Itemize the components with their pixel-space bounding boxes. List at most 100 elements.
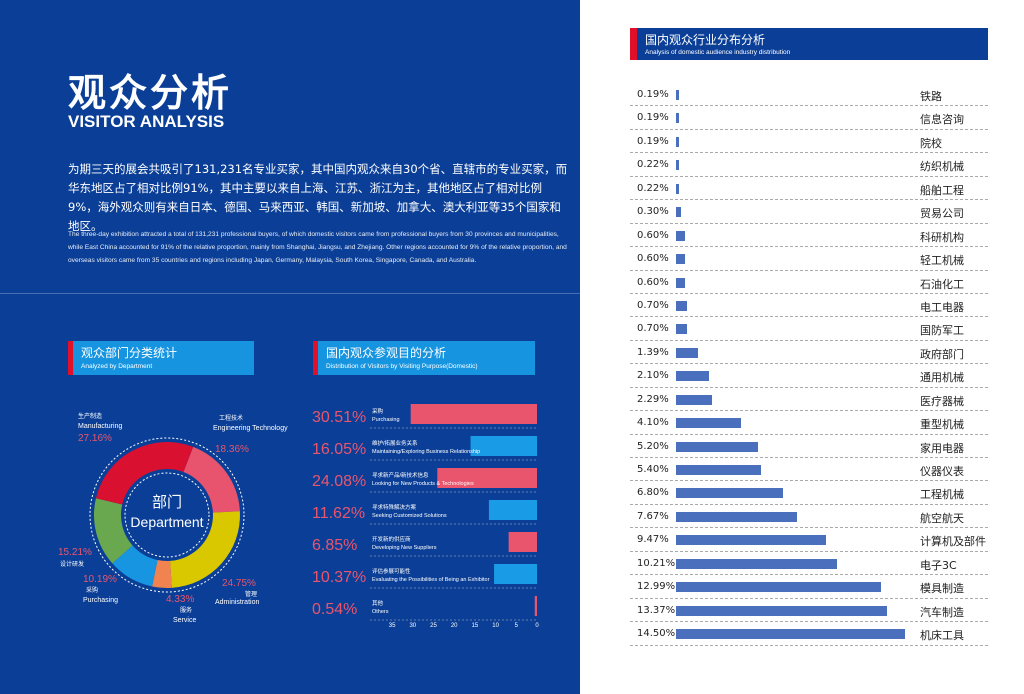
purpose-chart-header: 国内观众参观目的分析 Distribution of Visitors by V… (313, 341, 535, 375)
purpose-label-cn: 采购 (372, 407, 384, 415)
industry-bar (676, 183, 680, 194)
purpose-label-cn: 寻求新产品/新技术信息 (372, 471, 429, 479)
industry-bar (676, 394, 713, 405)
industry-row: 0.60% 科研机构 (630, 224, 988, 248)
industry-name: 航空航天 (920, 511, 964, 525)
industry-name: 电工电器 (920, 300, 964, 314)
industry-row: 0.19% 院校 (630, 130, 988, 154)
divider (0, 293, 580, 294)
industry-bar (676, 230, 686, 241)
donut-slice (183, 446, 240, 513)
intro-text-en: The three-day exhibition attracted a tot… (68, 231, 567, 264)
industry-row: 0.30% 贸易公司 (630, 200, 988, 224)
industry-row: 14.50% 机床工具 (630, 622, 988, 646)
industry-value: 0.22% (637, 182, 669, 194)
page-title: 观众分析 (68, 71, 233, 115)
department-chart-header: 观众部门分类统计 Analyzed by Department (68, 341, 254, 375)
industry-bar (676, 605, 888, 616)
intro-text-cn: 为期三天的展会共吸引了131,231名专业买家，其中国内观众来自30个省、直辖市… (68, 162, 568, 233)
industry-row: 0.70% 国防军工 (630, 317, 988, 341)
industry-bar (676, 488, 784, 499)
slice-percent-label: 15.21% (58, 547, 92, 558)
donut-slice (94, 498, 133, 564)
slice-label-cn: 采购 (86, 586, 98, 594)
industry-name: 电子3C (920, 558, 957, 572)
slice-label-cn: 服务 (180, 606, 192, 614)
industry-row: 10.21% 电子3C (630, 552, 988, 576)
industry-name: 纺织机械 (920, 160, 964, 174)
purpose-label-en: Purchasing (372, 417, 400, 423)
industry-value: 0.60% (637, 276, 669, 288)
industry-value: 2.29% (637, 393, 669, 405)
industry-row: 5.40% 仪器仪表 (630, 458, 988, 482)
industry-row: 0.22% 纺织机械 (630, 153, 988, 177)
purpose-label-cn: 寻求特殊解决方案 (372, 503, 417, 511)
industry-bar (676, 254, 686, 265)
industry-row: 6.80% 工程机械 (630, 481, 988, 505)
industry-value: 0.30% (637, 206, 669, 218)
industry-bar (676, 113, 679, 124)
purpose-label-en: Looking for New Products & Technologies (372, 481, 474, 487)
slice-label-en: Service (173, 617, 196, 624)
industry-name: 模具制造 (920, 582, 964, 596)
axis-tick-label: 10 (492, 623, 499, 629)
industry-value: 5.40% (637, 464, 669, 475)
donut-slice (112, 545, 158, 587)
page-subtitle: VISITOR ANALYSIS (68, 112, 225, 131)
industry-value: 0.70% (637, 323, 669, 335)
industry-row: 0.19% 铁路 (630, 83, 988, 107)
industry-chart-header: 国内观众行业分布分析 Analysis of domestic audience… (630, 28, 988, 60)
axis-tick-label: 30 (409, 623, 416, 629)
industry-name: 汽车制造 (920, 605, 964, 619)
industry-bar (676, 90, 679, 100)
slice-label-cn: 设计研发 (60, 560, 84, 568)
purpose-percent-label: 16.05% (312, 441, 366, 458)
purpose-label-en: Seeking Customized Solutions (372, 513, 447, 519)
industry-bar (676, 136, 679, 147)
purpose-percent-label: 30.51% (312, 409, 366, 426)
industry-bar (676, 629, 906, 640)
slice-percent-label: 4.33% (166, 594, 194, 605)
industry-bar (676, 582, 882, 593)
purpose-label-cn: 评估参展可能性 (372, 567, 411, 575)
industry-row: 0.22% 船舶工程 (630, 177, 988, 201)
purpose-bar (488, 500, 537, 520)
slice-label-en: Manufacturing (78, 423, 122, 430)
purpose-bar (508, 532, 537, 552)
purpose-percent-label: 10.37% (312, 569, 366, 586)
industry-row: 5.20% 家用电器 (630, 435, 988, 458)
industry-bar (676, 465, 762, 475)
department-donut-chart: 部门 Department 18.36% 工程技术 Engineering Techno… (58, 412, 288, 624)
purpose-percent-label: 0.54% (312, 601, 357, 618)
purpose-bar (437, 468, 537, 488)
industry-value: 14.50% (637, 628, 676, 640)
industry-bar (676, 324, 688, 335)
purpose-label-en: Others (372, 609, 389, 615)
industry-value: 0.19% (637, 112, 669, 124)
industry-value: 2.10% (637, 370, 669, 382)
slice-percent-label: 27.16% (78, 433, 112, 444)
purpose-label-en: Developing New Suppliers (372, 545, 437, 551)
industry-value: 9.47% (637, 534, 669, 546)
donut-slice (170, 511, 240, 588)
industry-value: 0.22% (637, 159, 669, 171)
industry-row: 4.10% 重型机械 (630, 411, 988, 435)
industry-row: 0.19% 信息咨询 (630, 106, 988, 130)
industry-name: 信息咨询 (920, 113, 964, 127)
slice-percent-label: 24.75% (222, 578, 256, 589)
slice-label-en: Administration (215, 599, 259, 606)
slice-percent-label: 10.19% (83, 574, 117, 585)
left-panel: 观众分析 VISITOR ANALYSIS 为期三天的展会共吸引了131,231… (0, 0, 580, 694)
purpose-label-en: Maintaining/Exploring Business Relations… (372, 449, 480, 455)
industry-value: 4.10% (637, 417, 669, 429)
slice-label-en: Purchasing (83, 597, 118, 604)
department-chart-title: 观众部门分类统计 (81, 346, 178, 360)
industry-name: 科研机构 (920, 230, 964, 244)
purpose-label-en: Evaluating the Possibilities of Being an… (372, 577, 490, 583)
industry-name: 重型机械 (920, 418, 964, 432)
axis-tick-label: 20 (451, 623, 458, 629)
industry-bar (676, 371, 710, 382)
industry-name: 机床工具 (920, 629, 964, 643)
industry-bar (676, 277, 686, 288)
industry-row: 0.60% 轻工机械 (630, 247, 988, 271)
